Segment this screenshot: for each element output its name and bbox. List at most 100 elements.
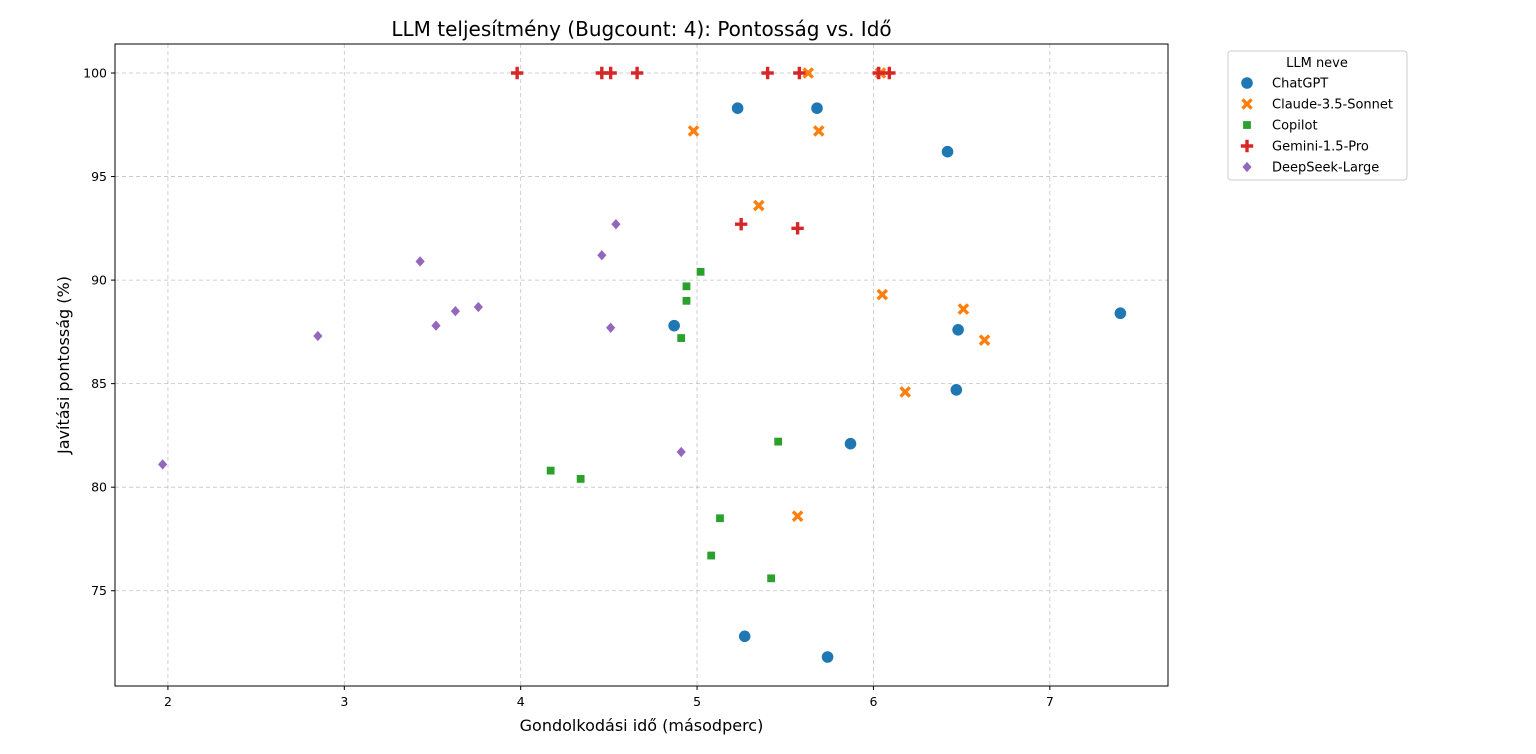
point-deepseek-large-shape (157, 458, 169, 471)
point-deepseek-large (157, 458, 169, 471)
y-tick-label: 85 (91, 376, 107, 391)
point-copilot-shape (696, 267, 706, 277)
point-chatgpt-shape (1113, 306, 1127, 320)
point-chatgpt (667, 319, 681, 333)
point-chatgpt (843, 437, 858, 451)
point-claude-3-5-sonnet (978, 334, 991, 346)
point-claude-3-5-sonnet-shape (752, 199, 765, 212)
y-tick-label: 90 (91, 273, 107, 288)
legend-title: LLM neve (1286, 56, 1348, 71)
point-claude-3-5-sonnet-shape (899, 386, 911, 398)
point-claude-3-5-sonnet-shape (802, 67, 814, 79)
point-gemini-1-5-pro (883, 66, 896, 80)
legend-label-chatgpt: ChatGPT (1272, 77, 1328, 92)
point-gemini-1-5-pro (761, 66, 774, 80)
point-gemini-1-5-pro-shape (630, 66, 644, 80)
legend-label-copilot: Copilot (1272, 119, 1318, 134)
point-copilot (715, 513, 725, 523)
point-chatgpt-shape (738, 629, 752, 643)
point-claude-3-5-sonnet (812, 125, 825, 137)
point-claude-3-5-sonnet (899, 386, 911, 398)
data-points (157, 66, 1127, 664)
point-deepseek-large-shape (675, 445, 687, 459)
point-claude-3-5-sonnet (876, 288, 889, 301)
legend-marker-chatgpt (1240, 76, 1254, 90)
legend-box (1227, 50, 1408, 181)
point-gemini-1-5-pro-shape (761, 66, 774, 80)
y-tick-label: 80 (91, 480, 107, 495)
point-copilot-shape (706, 551, 716, 561)
point-gemini-1-5-pro (734, 217, 748, 231)
point-copilot (576, 474, 586, 484)
point-gemini-1-5-pro-shape (793, 66, 806, 80)
legend-label-gemini-1-5-pro: Gemini-1.5-Pro (1272, 140, 1369, 155)
point-copilot-shape (681, 281, 691, 291)
point-chatgpt (940, 145, 955, 159)
point-claude-3-5-sonnet-shape (791, 510, 804, 522)
legend: LLM neve ChatGPT Claude-3.5-Sonnet Copilot… (1227, 50, 1408, 181)
point-gemini-1-5-pro-shape (510, 66, 524, 80)
point-claude-3-5-sonnet (752, 199, 765, 212)
point-deepseek-large (605, 321, 617, 334)
point-deepseek-large-shape (450, 305, 461, 318)
point-copilot-shape (681, 296, 691, 306)
point-chatgpt-shape (810, 101, 824, 115)
point-chatgpt (951, 323, 965, 337)
point-deepseek-large (312, 329, 324, 343)
point-chatgpt-shape (667, 319, 681, 333)
point-copilot-shape (576, 474, 586, 484)
point-copilot (773, 437, 783, 447)
x-axis-label: Gondolkodási idő (másodperc) (520, 716, 764, 735)
point-chatgpt (1113, 306, 1127, 320)
point-claude-3-5-sonnet-shape (687, 125, 700, 137)
point-deepseek-large-shape (312, 329, 324, 343)
legend-marker-gemini-1-5-pro (1240, 139, 1254, 153)
point-claude-3-5-sonnet (791, 510, 804, 522)
point-gemini-1-5-pro-shape (734, 217, 748, 231)
y-axis-label: Javítási pontosság (%) (54, 276, 73, 455)
point-chatgpt (731, 101, 745, 115)
point-gemini-1-5-pro (793, 66, 806, 80)
point-deepseek-large (610, 218, 622, 231)
point-gemini-1-5-pro-shape (883, 66, 896, 80)
point-chatgpt-shape (843, 437, 858, 451)
x-tick-label: 4 (517, 694, 525, 709)
point-chatgpt-shape (949, 383, 963, 397)
point-copilot (696, 267, 706, 277)
point-deepseek-large-shape (596, 249, 608, 262)
x-tick-label: 6 (869, 694, 877, 709)
point-gemini-1-5-pro-shape (791, 222, 804, 235)
point-chatgpt (738, 629, 752, 643)
point-gemini-1-5-pro (604, 66, 617, 80)
point-deepseek-large (450, 305, 461, 318)
point-gemini-1-5-pro (510, 66, 524, 80)
point-copilot-shape (676, 333, 686, 343)
x-tick-label: 3 (340, 694, 348, 709)
legend-marker-claude-3-5-sonnet (1241, 98, 1253, 110)
point-claude-3-5-sonnet-shape (812, 125, 825, 137)
point-deepseek-large (675, 445, 687, 459)
point-deepseek-large-shape (430, 319, 442, 332)
point-chatgpt (820, 650, 835, 664)
point-chatgpt-shape (820, 650, 835, 664)
point-copilot (766, 573, 776, 583)
point-copilot-shape (546, 466, 556, 476)
point-gemini-1-5-pro (630, 66, 644, 80)
point-claude-3-5-sonnet-shape (978, 334, 991, 346)
point-chatgpt-shape (951, 323, 965, 337)
chart-title: LLM teljesítmény (Bugcount: 4): Pontossá… (391, 17, 891, 41)
point-copilot (676, 333, 686, 343)
point-gemini-1-5-pro (791, 222, 804, 235)
legend-marker-deepseek-large (1241, 160, 1253, 174)
point-copilot (706, 551, 716, 561)
point-gemini-1-5-pro (872, 66, 885, 80)
point-deepseek-large-shape (610, 218, 622, 231)
point-copilot (681, 281, 691, 291)
point-copilot-shape (766, 573, 776, 583)
point-copilot (681, 296, 691, 306)
point-deepseek-large-shape (414, 255, 426, 268)
point-claude-3-5-sonnet (957, 303, 970, 315)
point-claude-3-5-sonnet (802, 67, 814, 79)
point-chatgpt-shape (940, 145, 955, 159)
